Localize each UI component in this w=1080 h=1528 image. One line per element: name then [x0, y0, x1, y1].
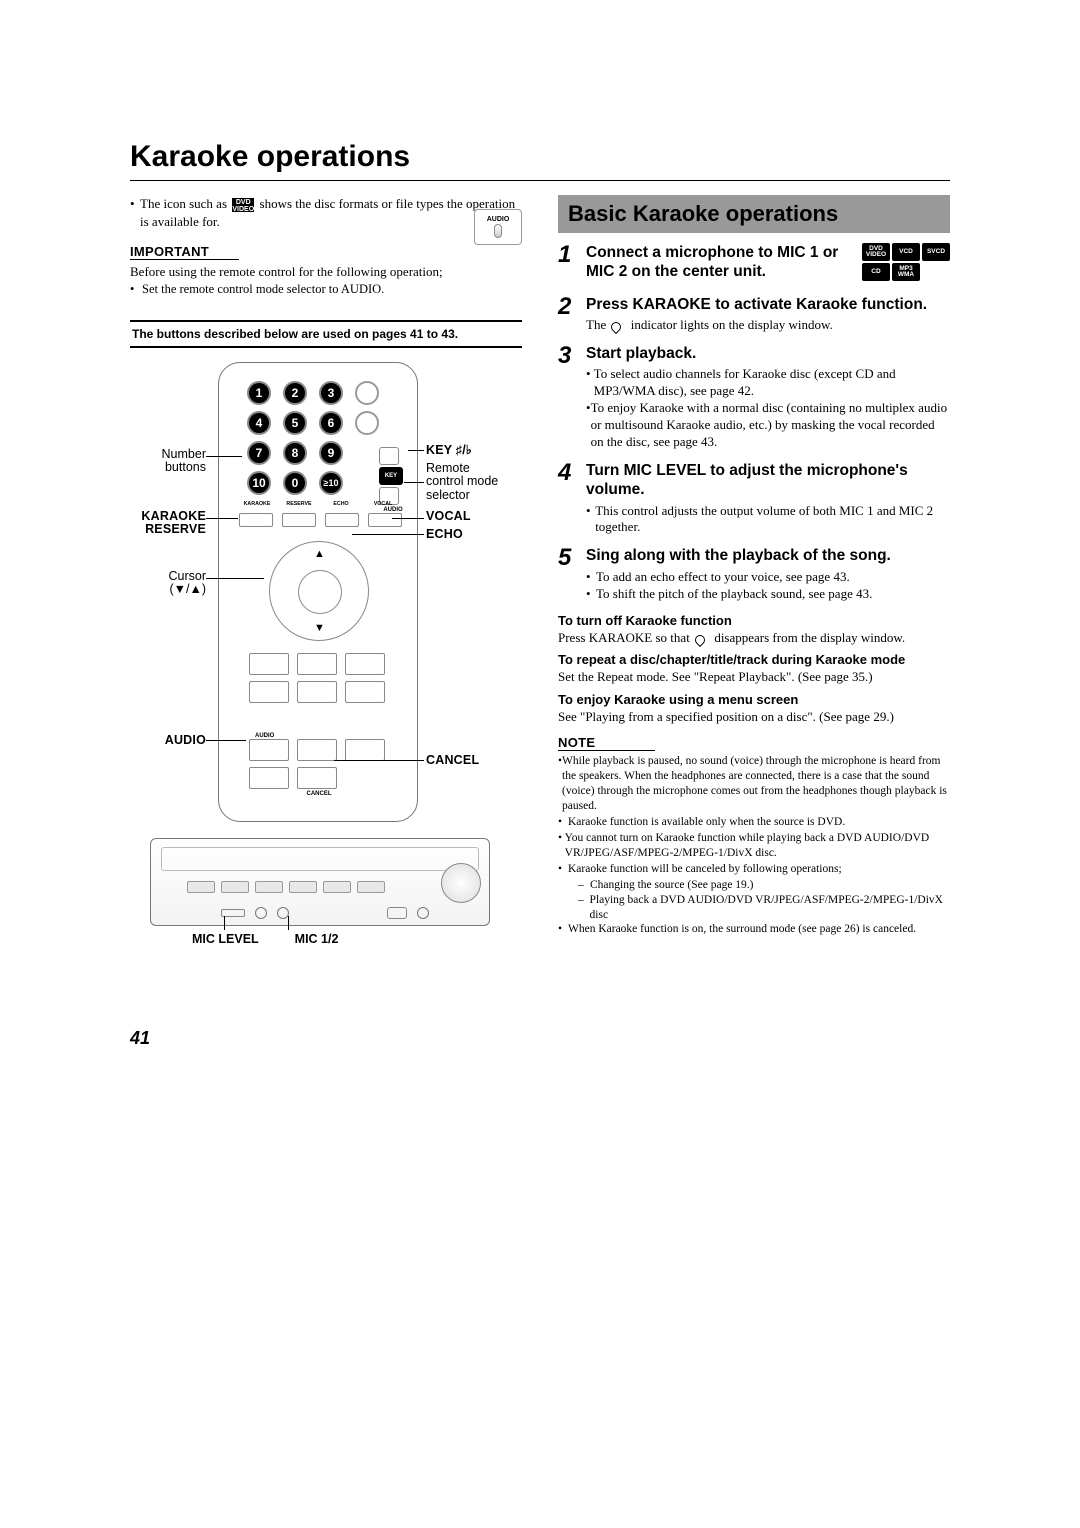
callout-echo: ECHO — [426, 528, 463, 542]
step-bullet-text: To add an echo effect to your voice, see… — [596, 569, 850, 586]
center-unit-diagram: MIC LEVEL MIC 1/2 — [130, 838, 522, 968]
step-text: The indicator lights on the display wind… — [586, 317, 950, 334]
step-bullet-text: To shift the pitch of the playback sound… — [596, 586, 872, 603]
intro-bullet: • The icon such as DVD VIDEO shows the d… — [130, 195, 522, 230]
important-bullet: • Set the remote control mode selector t… — [130, 281, 522, 298]
note-item: Karaoke function is available only when … — [568, 815, 845, 830]
two-column-layout: • The icon such as DVD VIDEO shows the d… — [130, 195, 950, 968]
step-bullet-text: To enjoy Karaoke with a normal disc (con… — [591, 400, 950, 451]
number-pad: 123 456 789 100≥10 — [247, 381, 379, 501]
audio-switch-diagram: AUDIO — [474, 209, 522, 245]
callout-karaoke-reserve: KARAOKE RESERVE — [130, 510, 206, 538]
step-number: 3 — [558, 344, 586, 451]
callout-remote-selector: Remote control mode selector — [426, 462, 498, 503]
para-text: Set the Repeat mode. See "Repeat Playbac… — [558, 668, 950, 686]
step-5: 5 Sing along with the playback of the so… — [558, 546, 950, 602]
callout-cursor: Cursor (▼/▲) — [130, 570, 206, 598]
note-label: NOTE — [558, 735, 655, 751]
note-item: Karaoke function will be canceled by fol… — [568, 862, 842, 877]
right-column: Basic Karaoke operations 1 DVD VIDEO VCD… — [558, 195, 950, 968]
intro-text: The icon such as — [140, 196, 227, 211]
badge-vcd: VCD — [892, 243, 920, 261]
para-text: See "Playing from a specified position o… — [558, 708, 950, 726]
step-4: 4 Turn MIC LEVEL to adjust the microphon… — [558, 461, 950, 537]
buttons-reference-bar: The buttons described below are used on … — [130, 320, 522, 348]
audio-switch-label: AUDIO — [487, 216, 510, 223]
step-number: 4 — [558, 461, 586, 537]
note-list: •While playback is paused, no sound (voi… — [558, 754, 950, 937]
para-title-repeat: To repeat a disc/chapter/title/track dur… — [558, 652, 950, 667]
note-item: While playback is paused, no sound (voic… — [562, 754, 950, 814]
note-subitem: Playing back a DVD AUDIO/DVD VR/JPEG/ASF… — [590, 893, 950, 923]
callout-key: KEY ♯/♭ — [426, 444, 472, 458]
step-number: 5 — [558, 546, 586, 602]
note-subitem: Changing the source (See page 19.) — [590, 878, 754, 893]
step-3: 3 Start playback. •To select audio chann… — [558, 344, 950, 451]
step-title: Turn MIC LEVEL to adjust the microphone'… — [586, 461, 950, 500]
para-title-menu: To enjoy Karaoke using a menu screen — [558, 692, 950, 707]
step-bullet-text: To select audio channels for Karaoke dis… — [594, 366, 950, 400]
para-title-turnoff: To turn off Karaoke function — [558, 613, 950, 628]
section-header: Basic Karaoke operations — [558, 195, 950, 233]
remote-body: 123 456 789 100≥10 KEY AUDIO KARAOKE RES… — [218, 362, 418, 822]
badge-mp3-wma: MP3 WMA — [892, 263, 920, 281]
step-number: 1 — [558, 243, 586, 285]
mic-icon — [611, 320, 625, 332]
mic-12-label: MIC 1/2 — [295, 932, 339, 946]
dvd-video-icon: DVD VIDEO — [232, 198, 254, 212]
step-2: 2 Press KARAOKE to activate Karaoke func… — [558, 295, 950, 334]
format-badges: DVD VIDEO VCD SVCD CD MP3 WMA — [862, 243, 950, 281]
mic-icon — [695, 633, 709, 645]
page-title: Karaoke operations — [130, 140, 950, 181]
key-box-label: KEY — [379, 467, 403, 485]
callout-vocal: VOCAL — [426, 510, 471, 524]
cancel-tiny: CANCEL — [299, 791, 339, 797]
callout-number-buttons: Number buttons — [130, 448, 206, 476]
badge-dvd-video: DVD VIDEO — [862, 243, 890, 261]
step-title: Sing along with the playback of the song… — [586, 546, 950, 565]
step-bullet-text: This control adjusts the output volume o… — [595, 503, 950, 537]
badge-svcd: SVCD — [922, 243, 950, 261]
important-bullet-text: Set the remote control mode selector to … — [142, 281, 384, 298]
switch-knob-icon — [494, 224, 502, 238]
page-number: 41 — [130, 1028, 950, 1049]
left-column: • The icon such as DVD VIDEO shows the d… — [130, 195, 522, 968]
mid-button-grid — [249, 653, 385, 709]
four-button-row — [239, 513, 402, 527]
badge-cd: CD — [862, 263, 890, 281]
callout-cancel: CANCEL — [426, 754, 479, 768]
bottom-button-grid: AUDIO CANCEL — [249, 733, 385, 797]
step-title: Start playback. — [586, 344, 950, 363]
para-text: Press KARAOKE so that disappears from th… — [558, 629, 950, 647]
remote-diagram: 123 456 789 100≥10 KEY AUDIO KARAOKE RES… — [130, 362, 522, 832]
mic-level-label: MIC LEVEL — [192, 932, 259, 946]
important-label: IMPORTANT — [130, 244, 239, 260]
four-button-labels: KARAOKE RESERVE ECHO VOCAL — [237, 501, 403, 507]
step-number: 2 — [558, 295, 586, 334]
step-1: 1 DVD VIDEO VCD SVCD CD MP3 WMA Connect … — [558, 243, 950, 285]
important-text: Before using the remote control for the … — [130, 263, 522, 281]
step-title: Press KARAOKE to activate Karaoke functi… — [586, 295, 950, 314]
cursor-pad: ▲ ▼ — [269, 541, 369, 641]
note-item: You cannot turn on Karaoke function whil… — [565, 831, 950, 861]
callout-audio: AUDIO — [130, 734, 206, 748]
note-item: When Karaoke function is on, the surroun… — [568, 922, 916, 937]
